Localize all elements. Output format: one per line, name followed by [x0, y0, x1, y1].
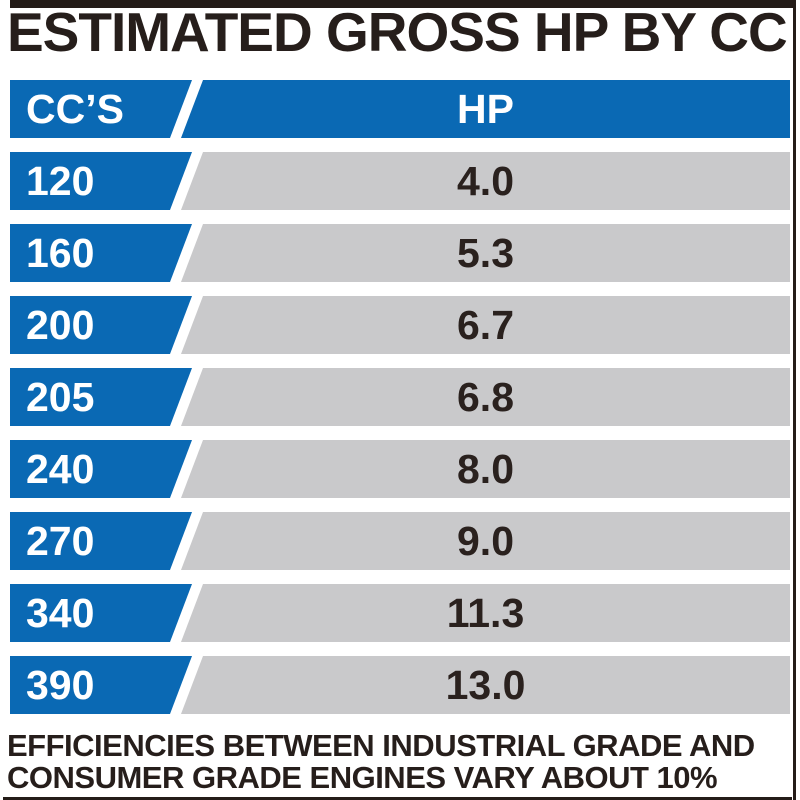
cc-cell: 340 — [10, 584, 192, 642]
hp-value: 11.3 — [446, 589, 525, 636]
page-title: ESTIMATED GROSS HP BY CC — [7, 1, 788, 63]
hp-value: 8.0 — [457, 445, 514, 492]
hp-value: 6.7 — [457, 301, 514, 348]
table-row: 390 13.0 — [10, 656, 790, 714]
header-cell-hp: HP — [181, 80, 790, 138]
table-row: 240 8.0 — [10, 440, 790, 498]
cc-cell: 270 — [10, 512, 192, 570]
cc-value: 340 — [26, 589, 95, 636]
footer-note: EFFICIENCIES BETWEEN INDUSTRIAL GRADE AN… — [7, 730, 755, 794]
cc-value: 270 — [26, 517, 95, 564]
cc-value: 240 — [26, 445, 95, 492]
hp-value: 9.0 — [457, 517, 514, 564]
header-ccs-label: CC’S — [26, 85, 124, 132]
table-row: 160 5.3 — [10, 224, 790, 282]
header-hp-label: HP — [457, 85, 514, 132]
hp-cell: 9.0 — [181, 512, 790, 570]
cc-cell: 240 — [10, 440, 192, 498]
footer-line-2: CONSUMER GRADE ENGINES VARY ABOUT 10% — [7, 760, 718, 795]
hp-cell: 4.0 — [181, 152, 790, 210]
hp-value: 13.0 — [445, 661, 526, 708]
top-border-bar — [10, 0, 796, 8]
hp-cell: 5.3 — [181, 224, 790, 282]
table-row: 340 11.3 — [10, 584, 790, 642]
hp-cell: 13.0 — [181, 656, 790, 714]
table-row: 205 6.8 — [10, 368, 790, 426]
cc-cell: 205 — [10, 368, 192, 426]
cc-hp-table: CC’S HP 120 4.0 160 5.3 200 6.7 — [10, 80, 790, 714]
table-header-row: CC’S HP — [10, 80, 790, 138]
hp-value: 4.0 — [457, 157, 514, 204]
cc-cell: 160 — [10, 224, 192, 282]
cc-value: 390 — [26, 661, 95, 708]
right-border-line — [793, 0, 796, 800]
header-cell-ccs: CC’S — [10, 80, 192, 138]
hp-cell: 6.7 — [181, 296, 790, 354]
hp-cell: 8.0 — [181, 440, 790, 498]
cc-value: 205 — [26, 373, 95, 420]
table-row: 270 9.0 — [10, 512, 790, 570]
bottom-border-line — [3, 797, 792, 800]
table-row: 200 6.7 — [10, 296, 790, 354]
footer-line-1: EFFICIENCIES BETWEEN INDUSTRIAL GRADE AN… — [7, 728, 755, 763]
hp-cell: 11.3 — [181, 584, 790, 642]
hp-value: 6.8 — [457, 373, 514, 420]
cc-value: 200 — [26, 301, 95, 348]
hp-cell: 6.8 — [181, 368, 790, 426]
cc-cell: 390 — [10, 656, 192, 714]
cc-cell: 120 — [10, 152, 192, 210]
cc-value: 120 — [26, 157, 95, 204]
hp-value: 5.3 — [457, 229, 514, 276]
cc-cell: 200 — [10, 296, 192, 354]
table-row: 120 4.0 — [10, 152, 790, 210]
cc-value: 160 — [26, 229, 95, 276]
